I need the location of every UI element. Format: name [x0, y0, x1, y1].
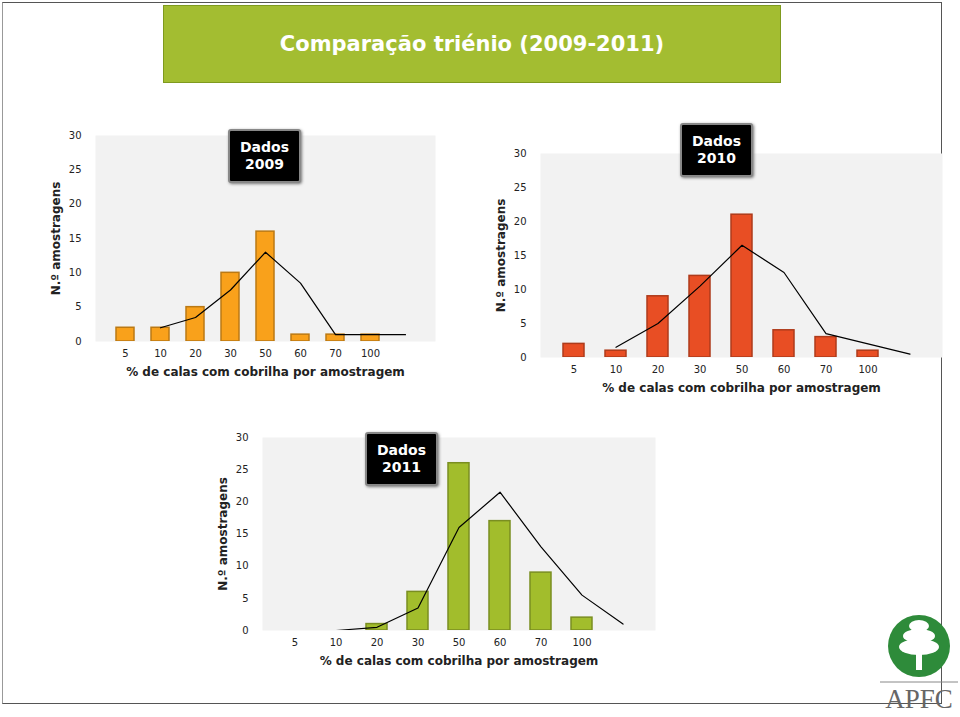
svg-text:N.º amostragens: N.º amostragens — [494, 199, 508, 313]
svg-text:100: 100 — [572, 637, 591, 648]
svg-text:10: 10 — [330, 637, 343, 648]
svg-text:100: 100 — [858, 364, 877, 375]
svg-text:% de calas com cobrilha por am: % de calas com cobrilha por amostragem — [320, 654, 599, 668]
svg-text:60: 60 — [778, 364, 791, 375]
svg-text:30: 30 — [514, 148, 527, 159]
svg-text:0: 0 — [242, 625, 248, 636]
svg-text:60: 60 — [494, 637, 507, 648]
svg-text:60: 60 — [294, 348, 307, 359]
svg-text:15: 15 — [69, 233, 82, 244]
svg-text:10: 10 — [610, 364, 623, 375]
svg-text:20: 20 — [69, 198, 82, 209]
svg-text:20: 20 — [189, 348, 202, 359]
svg-text:0: 0 — [75, 336, 81, 347]
svg-text:5: 5 — [571, 364, 577, 375]
svg-text:0: 0 — [520, 352, 526, 363]
svg-text:5: 5 — [292, 637, 298, 648]
svg-text:10: 10 — [236, 560, 249, 571]
svg-text:20: 20 — [371, 637, 384, 648]
svg-text:N.º amostragens: N.º amostragens — [216, 477, 230, 591]
svg-text:10: 10 — [154, 348, 167, 359]
svg-text:N.º amostragens: N.º amostragens — [49, 182, 63, 296]
svg-text:50: 50 — [453, 637, 466, 648]
svg-text:70: 70 — [820, 364, 833, 375]
svg-text:25: 25 — [236, 464, 249, 475]
svg-text:100: 100 — [361, 348, 380, 359]
svg-text:% de calas com cobrilha por am: % de calas com cobrilha por amostragem — [602, 381, 881, 395]
svg-text:15: 15 — [514, 250, 527, 261]
svg-text:50: 50 — [736, 364, 749, 375]
svg-text:5: 5 — [520, 318, 526, 329]
svg-text:15: 15 — [236, 528, 249, 539]
svg-text:30: 30 — [412, 637, 425, 648]
html-text:Dados 2011: Dados 2011 — [377, 442, 426, 475]
svg-text:5: 5 — [75, 301, 81, 312]
svg-text:30: 30 — [236, 432, 249, 443]
html-text:Comparação triénio (2009-2011): Comparação triénio (2009-2011) — [279, 32, 665, 56]
svg-text:25: 25 — [69, 164, 82, 175]
svg-text:20: 20 — [236, 496, 249, 507]
svg-text:% de calas com cobrilha por am: % de calas com cobrilha por amostragem — [126, 365, 405, 379]
svg-text:10: 10 — [514, 284, 527, 295]
svg-text:APFC: APFC — [885, 684, 953, 712]
html-text:Dados 2009: Dados 2009 — [240, 139, 289, 172]
svg-text:30: 30 — [224, 348, 237, 359]
svg-text:20: 20 — [652, 364, 665, 375]
svg-text:5: 5 — [122, 348, 128, 359]
svg-text:50: 50 — [259, 348, 272, 359]
html-text:Dados 2010: Dados 2010 — [692, 133, 741, 166]
svg-text:30: 30 — [69, 130, 82, 141]
svg-text:25: 25 — [514, 182, 527, 193]
svg-text:70: 70 — [329, 348, 342, 359]
svg-text:10: 10 — [69, 267, 82, 278]
svg-text:20: 20 — [514, 216, 527, 227]
svg-text:5: 5 — [242, 593, 248, 604]
svg-text:70: 70 — [535, 637, 548, 648]
svg-text:30: 30 — [694, 364, 707, 375]
